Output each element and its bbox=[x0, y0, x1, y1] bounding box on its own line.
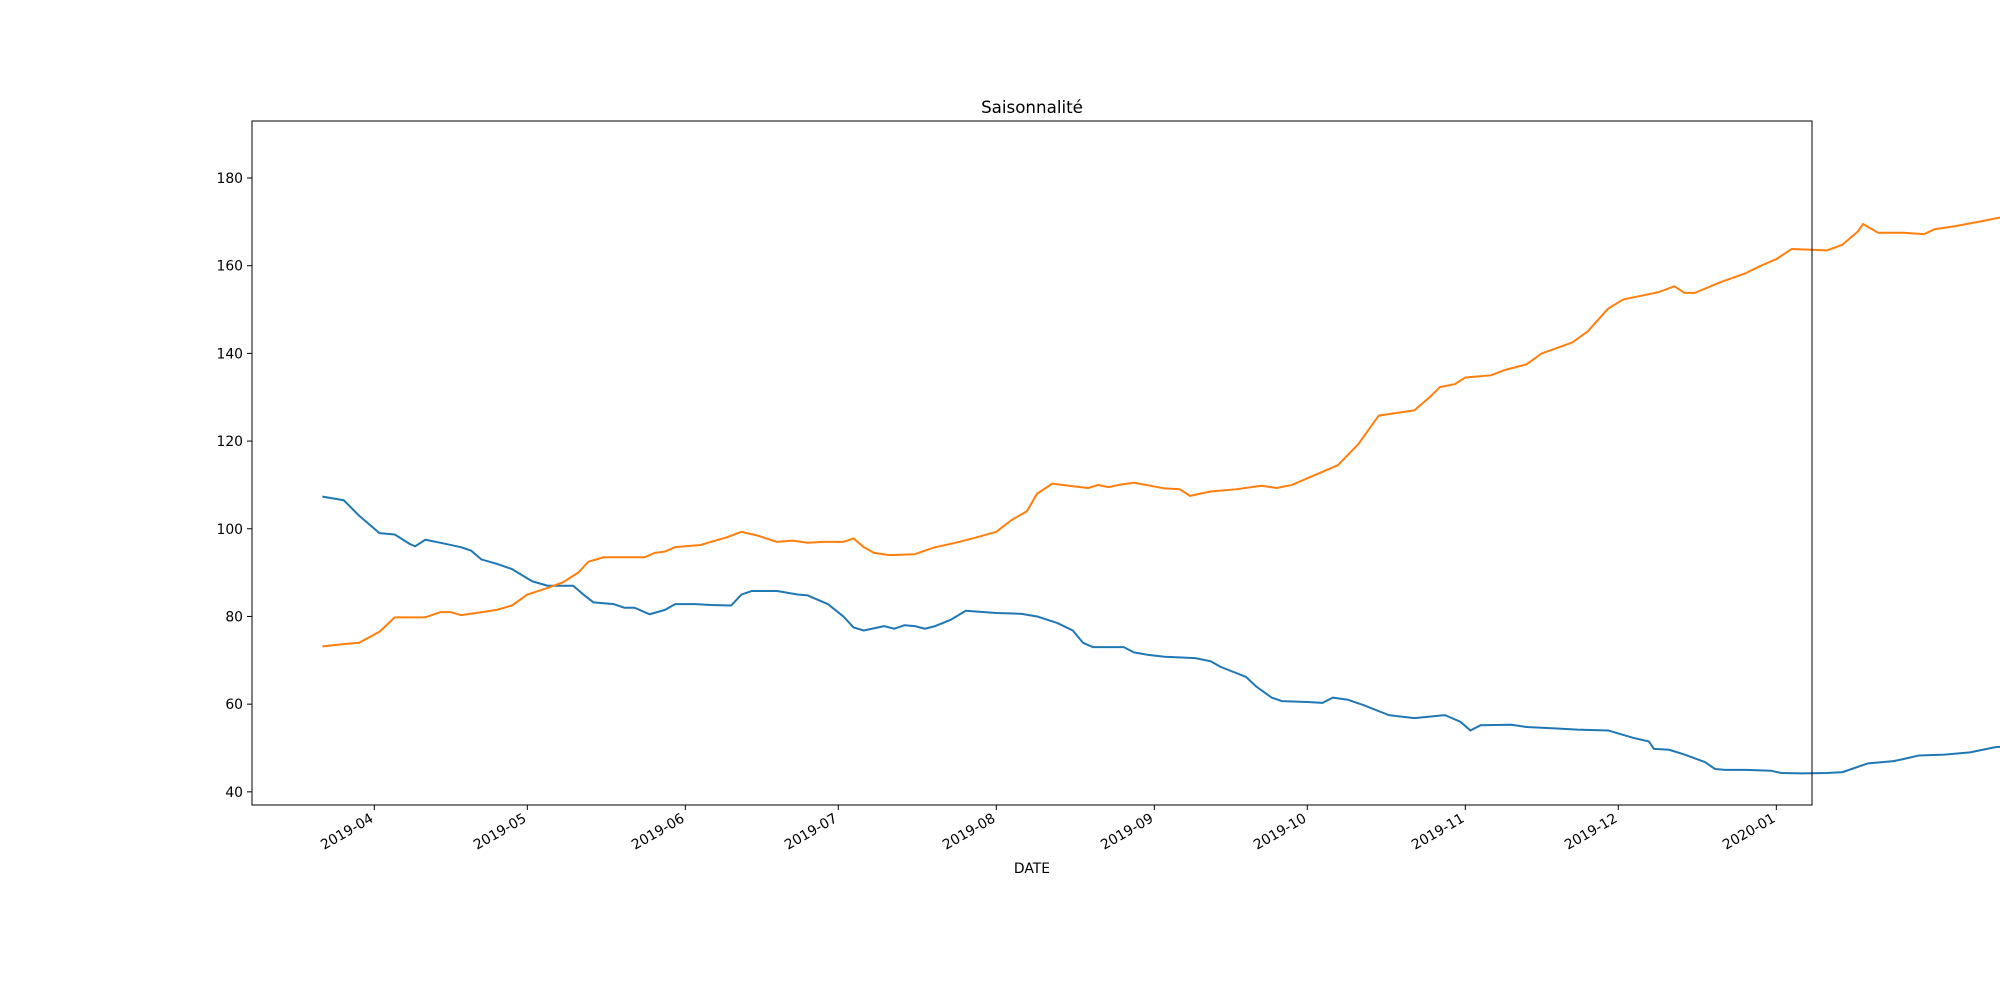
x-axis-label: DATE bbox=[1014, 861, 1050, 877]
y-tick-label: 40 bbox=[225, 785, 243, 801]
series-line-1 bbox=[322, 495, 2000, 775]
series-line-2 bbox=[322, 216, 2000, 648]
series-group bbox=[322, 216, 2000, 775]
y-tick-label: 120 bbox=[216, 434, 243, 450]
chart-title: Saisonnalité bbox=[981, 97, 1083, 117]
plot-area-frame bbox=[251, 120, 1813, 806]
y-tick-label: 180 bbox=[216, 171, 243, 187]
y-tick-label: 100 bbox=[216, 522, 243, 538]
y-tick-label: 60 bbox=[225, 697, 243, 713]
y-tick-label: 140 bbox=[216, 346, 243, 362]
y-tick-label: 80 bbox=[225, 609, 243, 625]
y-axis: 40 60 80 100 120 140 160 180 bbox=[216, 171, 252, 801]
y-tick-label: 160 bbox=[216, 259, 243, 275]
